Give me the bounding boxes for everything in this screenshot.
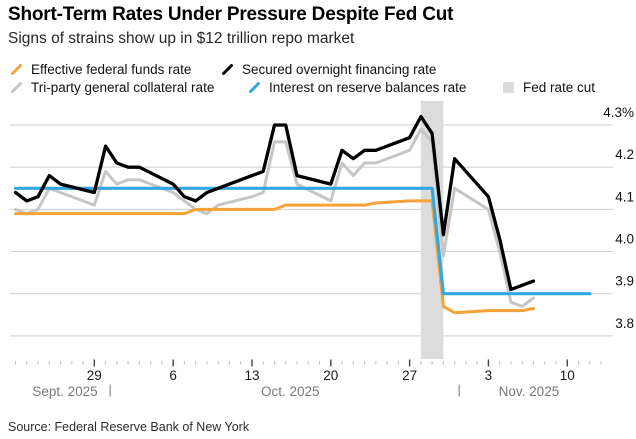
x-axis-day-label: 10 — [560, 368, 575, 383]
triparty-line — [14, 127, 535, 308]
legend-label-triparty: Tri-party general collateral rate — [31, 79, 215, 95]
fed-rate-cut-band — [420, 101, 444, 359]
legend-item-effr: Effective federal funds rate — [10, 61, 191, 77]
x-axis-month-label: Oct. 2025 — [261, 384, 320, 399]
sofr-line-icon — [222, 63, 233, 75]
y-axis-label: 4.0 — [615, 232, 634, 247]
y-axis-label: 3.9 — [615, 274, 634, 289]
legend-item-triparty: Tri-party general collateral rate — [10, 79, 214, 95]
iorb-line-icon — [249, 81, 260, 93]
effr-line-icon — [11, 63, 22, 75]
source-note: Source: Federal Reserve Bank of New York — [8, 420, 250, 434]
x-axis-day-label: 6 — [169, 368, 177, 383]
effr-line — [14, 199, 535, 315]
legend-label-fed-rate-cut-swatch-row: Interest on reserve balances rate — [269, 79, 467, 95]
y-axis-label: 3.8 — [615, 316, 634, 331]
x-axis-month-label: Sept. 2025 — [32, 384, 97, 399]
x-axis-month-label: Nov. 2025 — [499, 384, 560, 399]
legend-item-iorb: Interest on reserve balances rate — [248, 79, 466, 95]
y-axis-label: 4.3% — [603, 105, 634, 120]
legend-label-effr: Effective federal funds rate — [31, 61, 192, 77]
month-separator: | — [458, 383, 461, 397]
x-axis-day-label: 27 — [402, 368, 417, 383]
legend-item-sofr: Secured overnight financing rate — [221, 61, 436, 77]
month-separator: | — [108, 383, 111, 397]
page-title: Short-Term Rates Under Pressure Despite … — [8, 4, 454, 25]
sofr-line — [13, 114, 536, 292]
legend-label-sofr: Secured overnight financing rate — [242, 61, 437, 77]
triparty-line-icon — [11, 81, 22, 93]
legend-item-fed-rate-cut: Fed rate cut — [502, 79, 595, 95]
x-axis-day-label: 29 — [87, 368, 102, 383]
fed-rate-cut-swatch-icon — [503, 81, 514, 93]
x-axis-day-label: 20 — [323, 368, 338, 383]
x-axis-day-label: 13 — [244, 368, 259, 383]
y-axis-label: 4.1 — [615, 189, 634, 204]
iorb-line — [13, 186, 592, 296]
legend-label-fed-rate-cut: Fed rate cut — [523, 79, 596, 95]
y-axis-label: 4.2 — [615, 147, 634, 162]
x-axis-day-label: 3 — [485, 368, 493, 383]
page-subtitle: Signs of strains show up in $12 trillion… — [8, 30, 355, 47]
